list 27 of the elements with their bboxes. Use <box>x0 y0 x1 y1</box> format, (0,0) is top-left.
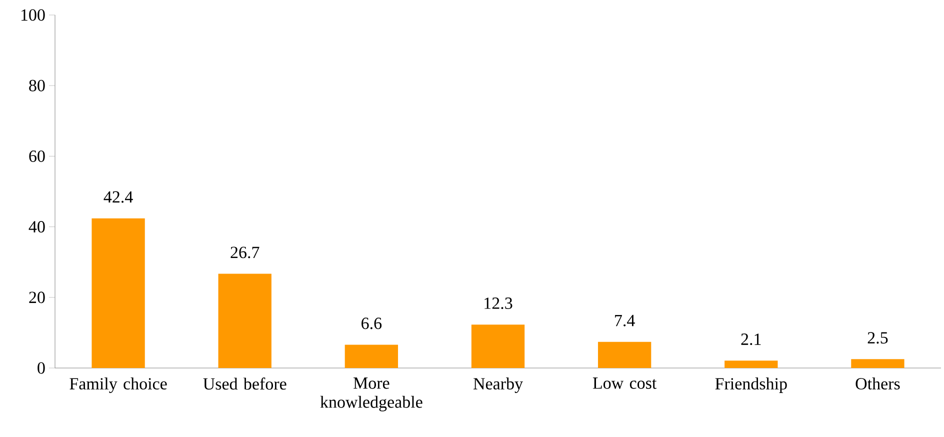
y-tick-label: 0 <box>38 362 45 374</box>
x-tick-label: Used before <box>203 378 286 390</box>
data-label: 2.1 <box>741 334 761 346</box>
bar <box>471 324 525 368</box>
bar <box>598 342 652 368</box>
data-label: 7.4 <box>615 314 635 326</box>
bar <box>218 274 272 368</box>
y-tick-label: 20 <box>29 292 45 304</box>
bar <box>724 360 778 368</box>
bar <box>851 359 904 368</box>
data-label: 26.7 <box>230 246 260 258</box>
x-tick-label: Friendship <box>715 378 787 393</box>
bar <box>344 344 398 368</box>
data-label: 2.5 <box>868 332 888 344</box>
x-tick-label: Low cost <box>592 378 657 389</box>
data-label: 42.4 <box>104 191 133 203</box>
x-tick-label: Others <box>856 378 900 390</box>
y-tick-label: 80 <box>29 80 45 92</box>
x-tick-label: More knowledgeable <box>320 378 422 412</box>
y-tick-label: 100 <box>21 9 45 21</box>
bar <box>92 218 145 368</box>
y-tick-label: 60 <box>29 150 45 162</box>
data-label: 6.6 <box>362 318 382 330</box>
data-label: 12.3 <box>484 298 512 310</box>
x-tick-label: Nearby <box>473 378 523 393</box>
x-tick-label: Family choice <box>70 378 167 393</box>
y-tick-label: 40 <box>28 221 45 233</box>
